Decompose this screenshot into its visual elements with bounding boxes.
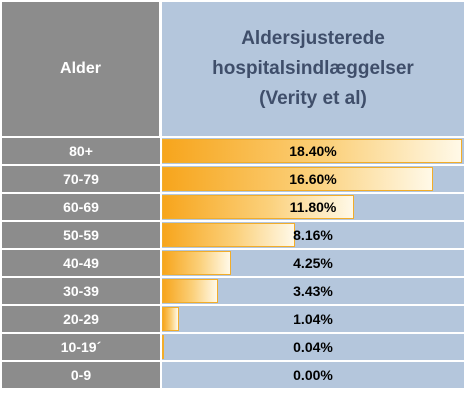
value-cell: 4.25%	[162, 250, 464, 276]
value-label: 1.04%	[293, 311, 333, 327]
value-cell: 0.04%	[162, 334, 464, 360]
table-row: 40-49 4.25%	[2, 250, 464, 276]
value-cell: 1.04%	[162, 306, 464, 332]
table-row: 50-59 8.16%	[2, 222, 464, 248]
table-row: 80+ 18.40%	[2, 138, 464, 164]
value-label: 0.00%	[293, 367, 333, 383]
age-cell: 60-69	[2, 194, 160, 220]
value-label: 3.43%	[293, 283, 333, 299]
value-label: 11.80%	[289, 199, 337, 215]
age-cell: 40-49	[2, 250, 160, 276]
value-header-line-2: hospitalsindlæggelser	[212, 58, 414, 79]
value-cell: 11.80%	[162, 194, 464, 220]
table-row: 0-9 0.00%	[2, 362, 464, 388]
value-cell: 16.60%	[162, 166, 464, 192]
age-cell: 70-79	[2, 166, 160, 192]
age-cell: 80+	[2, 138, 160, 164]
value-column-header: Aldersjusterede hospitalsindlæggelser (V…	[162, 2, 464, 136]
value-label: 0.04%	[293, 339, 333, 355]
value-cell: 0.00%	[162, 362, 464, 388]
table-row: 70-79 16.60%	[2, 166, 464, 192]
data-bar	[162, 167, 433, 191]
age-cell: 50-59	[2, 222, 160, 248]
value-cell: 3.43%	[162, 278, 464, 304]
value-cell: 8.16%	[162, 222, 464, 248]
age-cell: 10-19´	[2, 334, 160, 360]
data-bar	[162, 139, 462, 163]
data-bar	[162, 195, 354, 219]
age-cell: 20-29	[2, 306, 160, 332]
data-bar	[162, 251, 231, 275]
value-label: 16.60%	[289, 171, 337, 187]
value-header-line-3: (Verity et al)	[259, 88, 367, 109]
data-bar	[162, 307, 179, 331]
table-row: 10-19´ 0.04%	[2, 334, 464, 360]
value-label: 18.40%	[289, 143, 337, 159]
table-row: 60-69 11.80%	[2, 194, 464, 220]
age-header-label: Alder	[60, 60, 101, 77]
value-label: 4.25%	[293, 255, 333, 271]
value-label: 8.16%	[293, 227, 333, 243]
value-header-text: Aldersjusterede hospitalsindlæggelser (V…	[212, 24, 414, 114]
value-header-line-1: Aldersjusterede	[241, 28, 385, 49]
data-bar	[162, 335, 164, 359]
age-cell: 30-39	[2, 278, 160, 304]
age-cell: 0-9	[2, 362, 160, 388]
value-cell: 18.40%	[162, 138, 464, 164]
data-bar	[162, 223, 295, 247]
data-bar	[162, 279, 218, 303]
table-row: 30-39 3.43%	[2, 278, 464, 304]
table-row: 20-29 1.04%	[2, 306, 464, 332]
age-column-header: Alder	[2, 2, 160, 136]
